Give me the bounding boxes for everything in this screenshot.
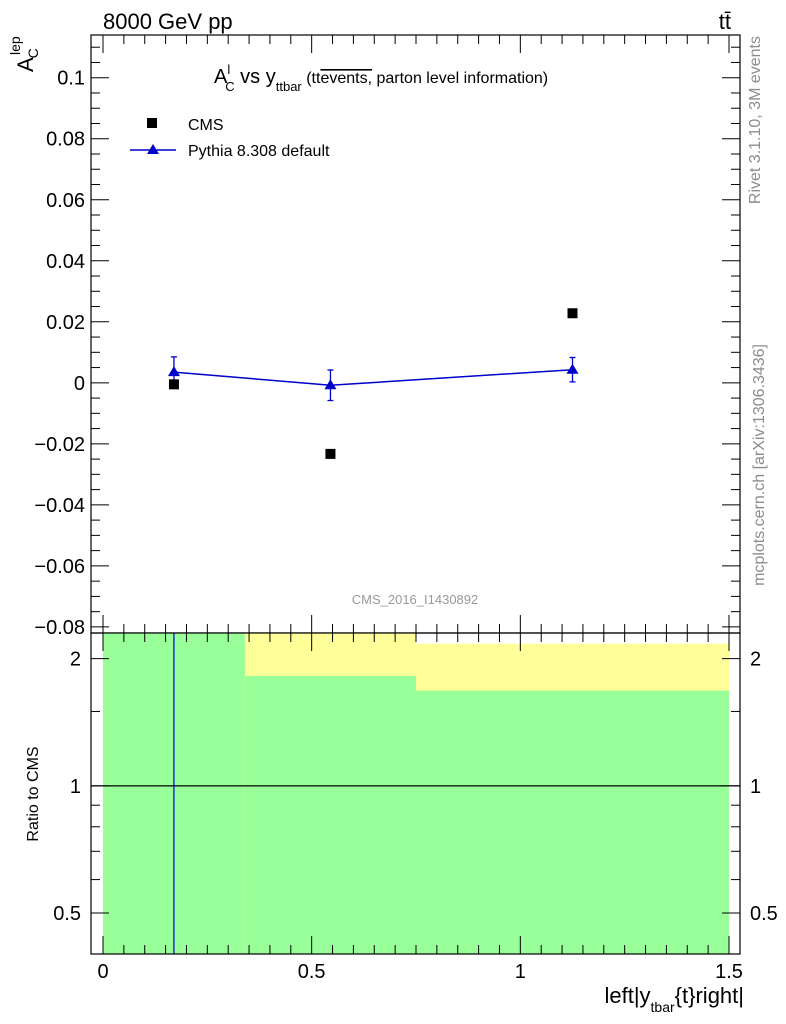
ratio-y-label: Ratio to CMS [25,746,42,841]
x-tick-label: 1 [515,961,526,983]
title-overline: events, [320,70,372,87]
y-tick-label: −0.02 [34,434,85,456]
title-vs: vs y [235,66,276,88]
green-band [416,690,729,954]
upper-axis-ticks [91,35,740,633]
cms-point [567,308,578,319]
y-tick-label: 0.06 [46,190,85,212]
xlabel-pre: left|y [604,983,650,1008]
ratio-y-tick-label: 2 [70,649,81,671]
y-tick-label: 0.02 [46,312,85,334]
pythia-series [167,356,579,402]
legend: CMS Pythia 8.308 default [130,117,330,160]
ylabel-base: A [13,57,38,72]
process-label: tt̄ [719,9,731,34]
green-band [244,675,416,954]
y-tick-label: −0.08 [34,617,85,639]
lower-frame [90,632,741,955]
chart-title: Al C vs yttbar (ttevents, parton level in… [214,62,548,94]
cms-series [168,308,578,459]
title-sup: l [227,62,230,77]
xlabel-sub: tbar [651,999,675,1015]
y-tick-label: 0.08 [46,129,85,151]
upper-panel: −0.08 −0.06 −0.04 −0.02 0 0.02 0.04 0.06 0.08 0.1… [7,34,741,639]
upper-y-tick-labels: −0.08 −0.06 −0.04 −0.02 0 0.02 0.04 0.06 0.08 0.1 [34,68,85,639]
title-paren-rest: parton level information) [372,70,548,87]
x-tick-label: 0 [97,961,108,983]
y-tick-label: −0.06 [34,556,85,578]
analysis-watermark: CMS_2016_I1430892 [352,592,479,607]
x-axis-label: left|ytbar{t}right| [604,983,744,1015]
ratio-y-tick-label-right: 0.5 [750,903,778,925]
ratio-bands [103,633,729,954]
legend-pythia-label: Pythia 8.308 default [188,143,330,160]
x-tick-label: 0.5 [298,961,326,983]
x-tick-labels: 0 0.5 1 1.5 [97,961,742,983]
lower-axis-ticks [91,633,740,954]
pythia-point [566,363,579,374]
x-tick-label: 1.5 [715,961,743,983]
upper-y-label: AC [13,48,41,72]
lower-panel: 0.5 0.5 1 1 2 2 0 0.5 1 1.5 Ratio to CMS left|yt… [25,632,778,1015]
y-tick-label: 0.1 [57,68,85,90]
cms-point [168,379,179,390]
ratio-y-tick-label-right: 2 [750,649,761,671]
ratio-y-tick-label: 1 [70,776,81,798]
title-paren-open: (tt [302,70,321,87]
xlabel-post: {t}right| [675,983,744,1008]
y-tick-label: 0.04 [46,251,85,273]
cms-point [325,448,336,459]
pythia-point [167,366,180,377]
ylabel-sup: lep [7,36,23,55]
ratio-lines [91,633,740,954]
legend-cms-marker [147,118,157,128]
ylabel-sub: C [25,48,41,58]
y-tick-label: −0.04 [34,495,85,517]
ratio-y-tick-label-right: 1 [750,776,761,798]
ratio-y-tick-label: 0.5 [53,903,81,925]
energy-label: 8000 GeV pp [103,9,233,34]
title-sub: C [225,79,234,94]
pythia-line [173,368,573,387]
pythia-point [324,379,337,390]
legend-pythia-marker [147,144,159,154]
title-main: A [214,66,228,88]
source-label: mcplots.cern.ch [arXiv:1306.3436] [751,344,768,586]
lower-y-tick-labels: 0.5 0.5 1 1 2 2 [53,649,778,925]
title-vs-sub: ttbar [276,79,303,94]
legend-cms-label: CMS [188,117,224,134]
rivet-label: Rivet 3.1.10, 3M events [747,36,764,204]
y-tick-label: 0 [74,373,85,395]
